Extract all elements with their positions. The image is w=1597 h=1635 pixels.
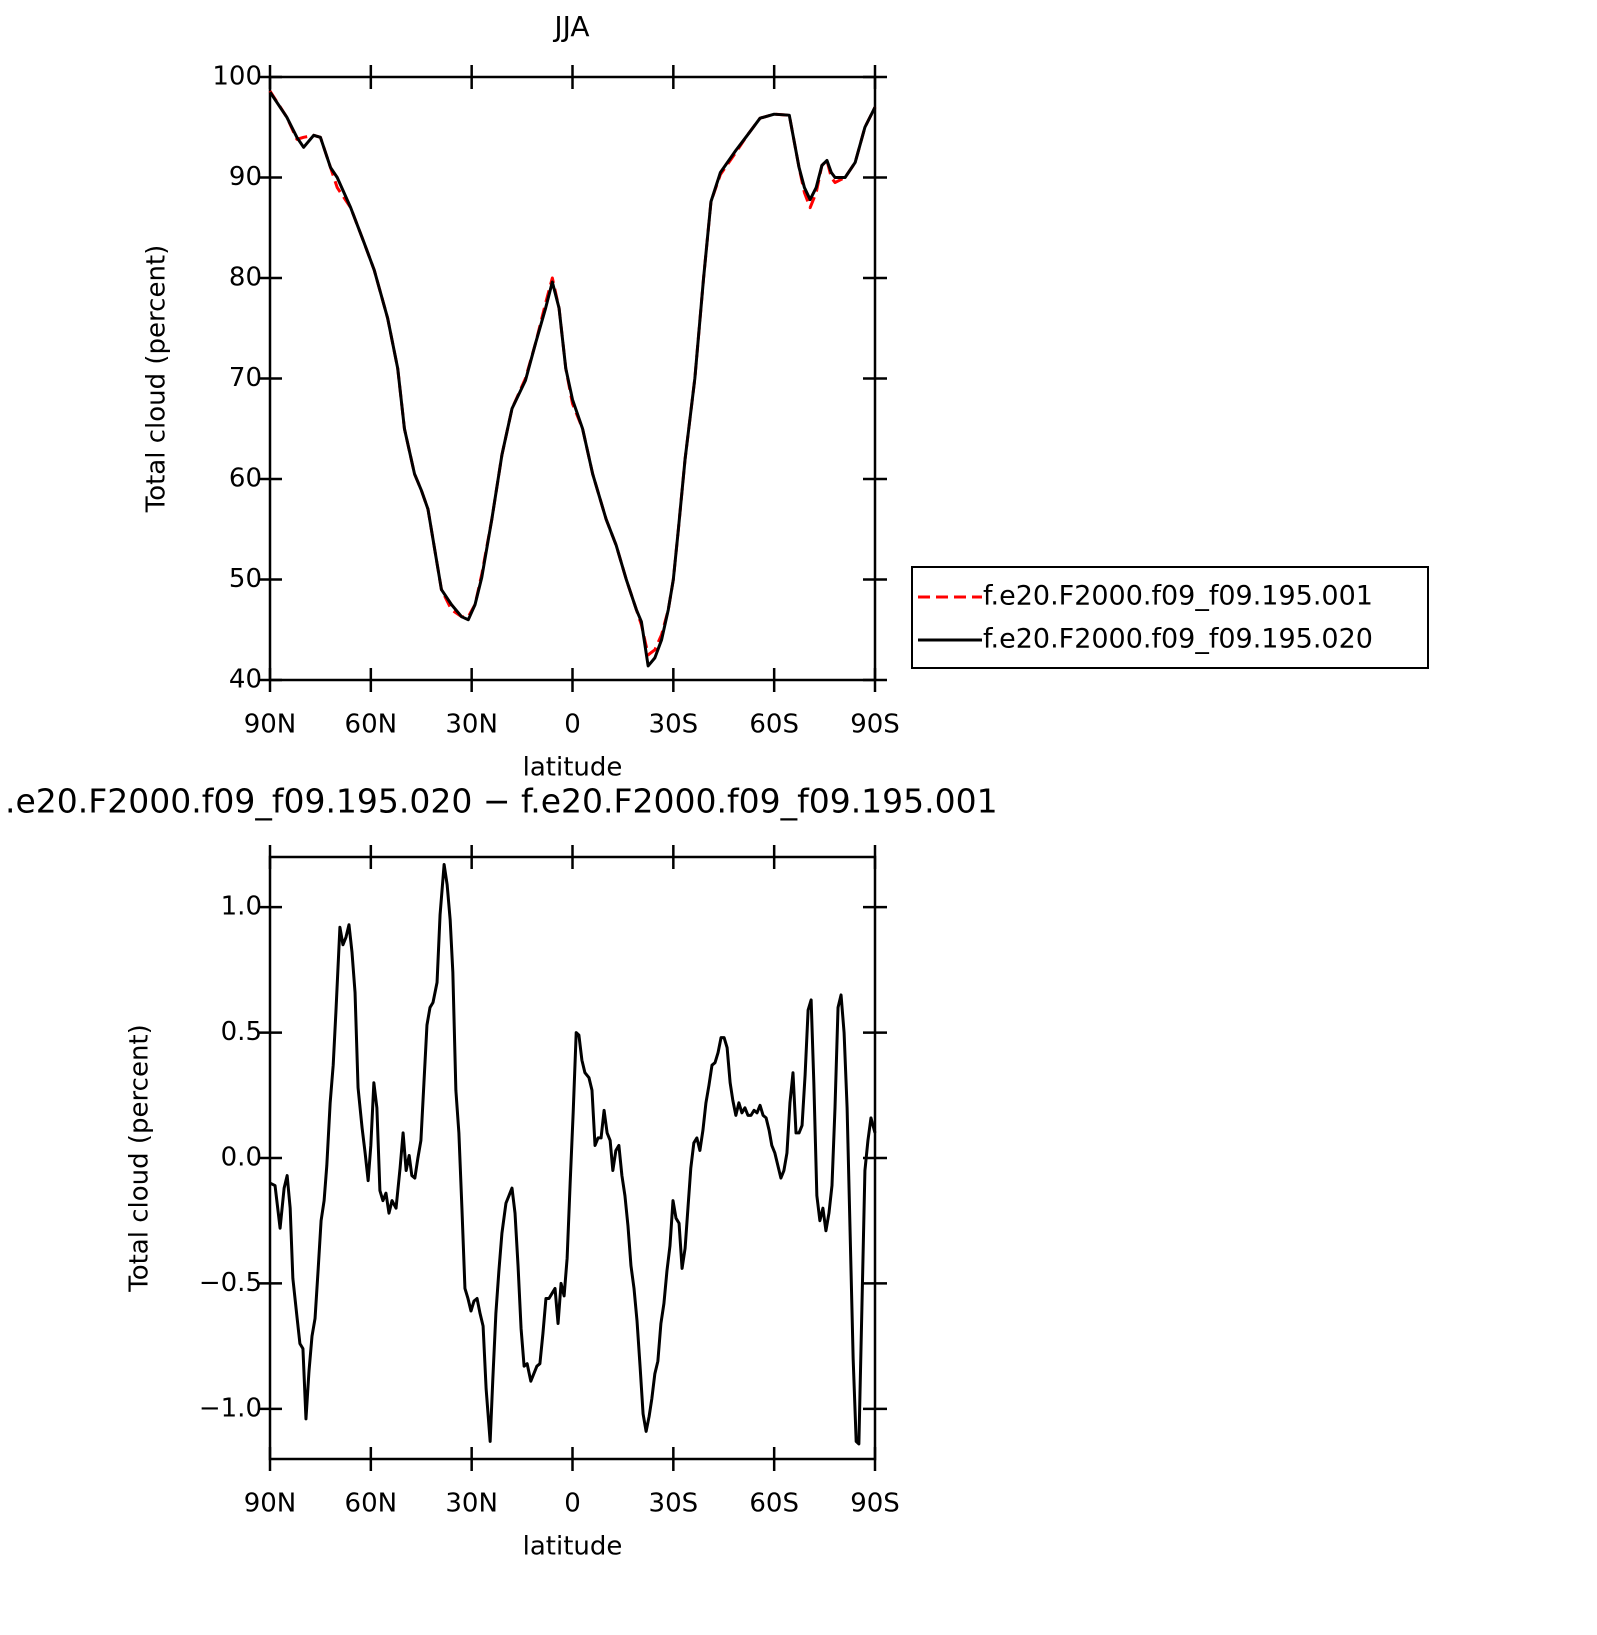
- data-line: [268, 91, 877, 668]
- x-tick-label: 90S: [850, 710, 900, 740]
- x-tick-label: 0: [564, 1489, 581, 1519]
- x-tick-label: 30S: [649, 710, 699, 740]
- y-tick-label: −1.0: [199, 1393, 262, 1423]
- x-tick-label: 30N: [445, 710, 498, 740]
- plot-frame: [268, 855, 877, 1461]
- legend-box: [911, 566, 1429, 669]
- x-tick-label: 60S: [749, 710, 799, 740]
- y-tick-label: 0.0: [221, 1143, 262, 1173]
- x-tick-label: 90N: [244, 1489, 297, 1519]
- x-axis-label: latitude: [523, 753, 623, 783]
- x-tick-label: 60N: [345, 710, 398, 740]
- y-axis-label: Total cloud (percent): [125, 1024, 155, 1293]
- y-tick-label: 90: [229, 162, 262, 192]
- y-tick-label: 1.0: [221, 892, 262, 922]
- legend-label: f.e20.F2000.f09_f09.195.020: [983, 624, 1373, 655]
- y-tick-label: 0.5: [221, 1017, 262, 1047]
- y-tick-label: 50: [229, 564, 262, 594]
- y-tick-label: 40: [229, 665, 262, 695]
- data-line: [269, 863, 877, 1446]
- x-tick-label: 90N: [244, 710, 297, 740]
- x-tick-label: 30N: [445, 1489, 498, 1519]
- y-tick-label: 100: [212, 62, 262, 92]
- chart-title: .e20.F2000.f09_f09.195.020 − f.e20.F2000…: [5, 782, 998, 821]
- legend-label: f.e20.F2000.f09_f09.195.001: [983, 581, 1373, 612]
- x-tick-label: 30S: [649, 1489, 699, 1519]
- y-tick-label: 80: [229, 263, 262, 293]
- y-tick-label: 70: [229, 363, 262, 393]
- x-tick-label: 0: [564, 710, 581, 740]
- y-tick-label: −0.5: [199, 1268, 262, 1298]
- y-axis-label: Total cloud (percent): [142, 245, 172, 514]
- chart-title: JJA: [552, 10, 589, 43]
- x-tick-label: 60S: [749, 1489, 799, 1519]
- data-line: [268, 90, 877, 657]
- x-axis-label: latitude: [523, 1532, 623, 1562]
- x-tick-label: 60N: [345, 1489, 398, 1519]
- x-tick-label: 90S: [850, 1489, 900, 1519]
- plot-frame: [268, 75, 877, 682]
- y-tick-label: 60: [229, 464, 262, 494]
